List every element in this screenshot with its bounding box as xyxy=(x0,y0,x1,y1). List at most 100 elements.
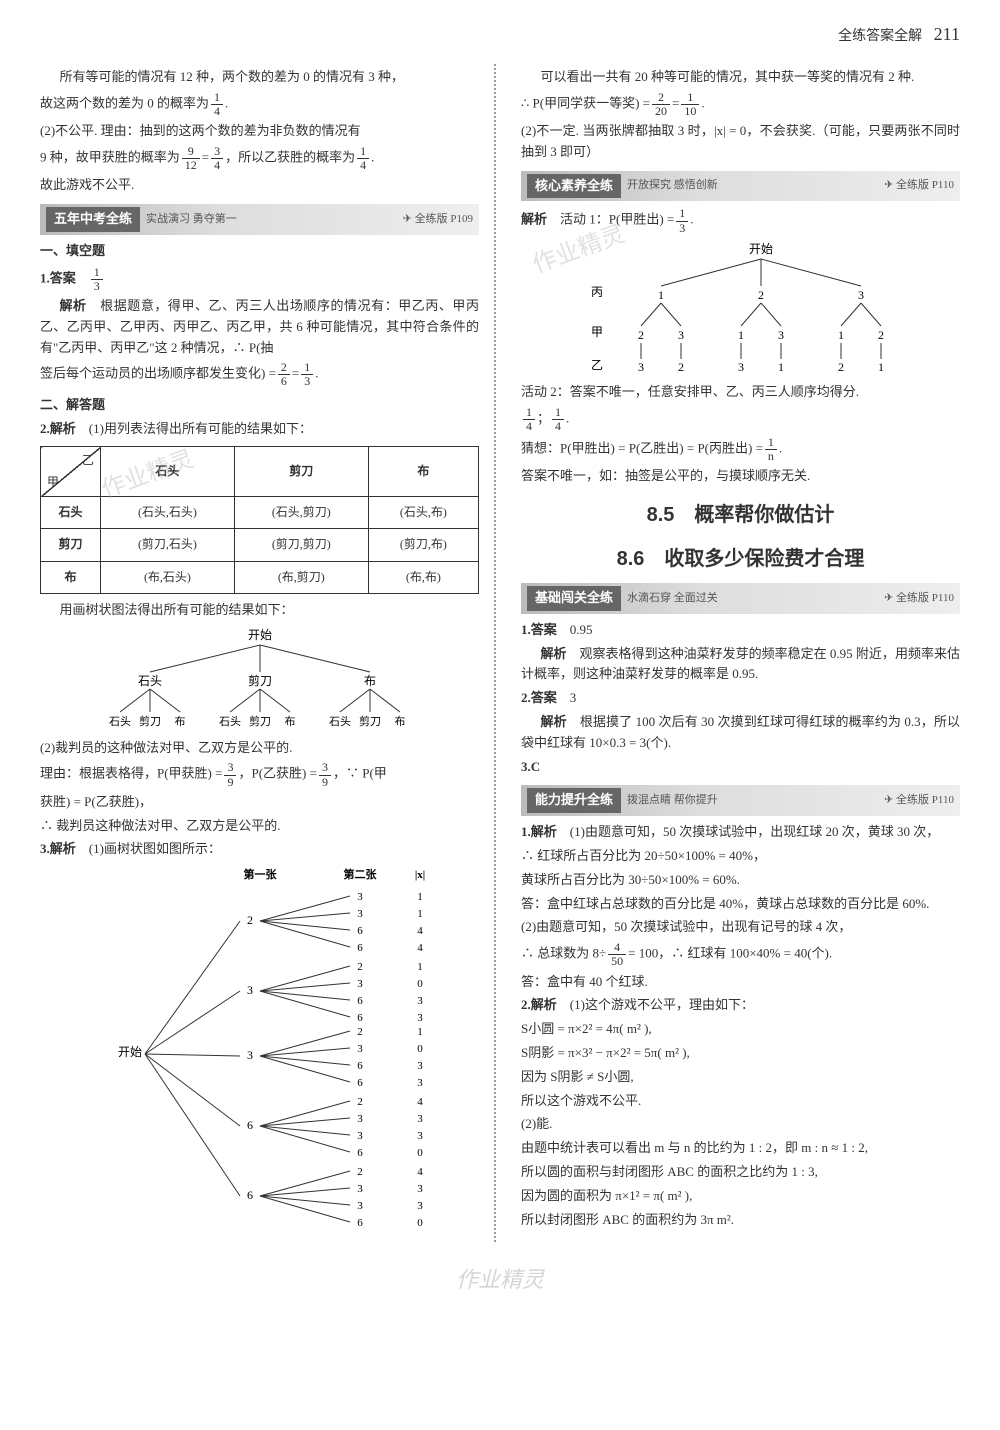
svg-text:开始: 开始 xyxy=(117,1045,141,1059)
c2-4: 所以这个游戏不公平. xyxy=(521,1091,960,1112)
svg-text:6: 6 xyxy=(357,1012,363,1024)
svg-text:1: 1 xyxy=(838,328,844,342)
bar-title: 核心素养全练 xyxy=(527,174,621,199)
table-row: 石头 (石头,石头) (石头,剪刀) (石头,布) xyxy=(41,497,479,529)
cell: (剪刀,石头) xyxy=(101,529,235,561)
svg-text:第二张: 第二张 xyxy=(343,867,377,881)
svg-text:6: 6 xyxy=(357,942,363,954)
svg-text:3: 3 xyxy=(417,1200,423,1212)
two-column-layout: 所有等可能的情况有 12 种，两个数的差为 0 的情况有 3 种， 故这两个数的… xyxy=(40,64,960,1242)
svg-text:0: 0 xyxy=(417,1217,423,1229)
svg-text:布: 布 xyxy=(363,674,375,688)
table-row: 乙 甲 石头 剪刀 布 xyxy=(41,447,479,497)
svg-text:3: 3 xyxy=(417,1077,423,1089)
right-column: 可以看出一共有 20 种等可能的情况，其中获一等奖的情况有 2 种. ∴ P(甲… xyxy=(516,64,960,1242)
act1: 解析 活动 1：P(甲胜出) =13. xyxy=(521,207,960,234)
q2-intro: 2.解析 (1)用列表法得出所有可能的结果如下： xyxy=(40,419,479,440)
tree3-svg: 开始 丙 甲 乙 123 23 13 12 xyxy=(561,241,921,376)
row-header: 布 xyxy=(41,561,101,593)
c1-1: ∴ 红球所占百分比为 20÷50×100% = 40%， xyxy=(521,846,960,867)
col-header: 剪刀 xyxy=(234,447,368,497)
section-bar-basic: 基础闯关全练 水滴石穿 全面过关 全练版 P110 xyxy=(521,583,960,614)
svg-text:3: 3 xyxy=(357,1043,363,1055)
intro-line-3: 9 种，故甲获胜的概率为912=34，所以乙获胜的概率为14. xyxy=(40,145,479,172)
act2-3: 答案不唯一，如：抽签是公平的，与摸球顺序无关. xyxy=(521,466,960,487)
table-row: 剪刀 (剪刀,石头) (剪刀,剪刀) (剪刀,布) xyxy=(41,529,479,561)
svg-text:2: 2 xyxy=(357,1026,363,1038)
c2-5: (2)能. xyxy=(521,1114,960,1135)
c2-6: 由题中统计表可以看出 m 与 n 的比约为 1 : 2，即 m : n ≈ 1 … xyxy=(521,1138,960,1159)
tree1-caption: 用画树状图法得出所有可能的结果如下： xyxy=(40,600,479,621)
svg-text:2: 2 xyxy=(357,1096,363,1108)
bar-subtitle: 水滴石穿 全面过关 xyxy=(627,590,884,608)
svg-text:石头: 石头 xyxy=(109,715,131,728)
svg-text:第一张: 第一张 xyxy=(243,867,277,881)
heading-fill: 一、填空题 xyxy=(40,241,479,262)
svg-text:6: 6 xyxy=(357,1060,363,1072)
svg-text:1: 1 xyxy=(417,961,423,973)
svg-text:剪刀: 剪刀 xyxy=(359,714,381,728)
section-bar-core: 核心素养全练 开放探究 感悟创新 全练版 P110 xyxy=(521,171,960,202)
b2-exp: 解析 根据摸了 100 次后有 30 次摸到红球可得红球的概率约为 0.3，所以… xyxy=(521,712,960,754)
tree2-svg: 第一张第二张|x| 开始 23366 xyxy=(70,866,450,1236)
table-wrap: 作业精灵 乙 甲 石头 剪刀 布 石头 (石头,石头) (石头,剪刀) (石头,… xyxy=(40,446,479,594)
cell: (石头,剪刀) xyxy=(234,497,368,529)
c1-5: ∴ 总球数为 8÷450= 100，∴ 红球有 100×40% = 40(个). xyxy=(521,941,960,968)
svg-text:0: 0 xyxy=(417,978,423,990)
cell: (布,石头) xyxy=(101,561,235,593)
c2-3: 因为 S阴影 ≠ S小圆, xyxy=(521,1067,960,1088)
cell: (剪刀,剪刀) xyxy=(234,529,368,561)
q2-p2-0: (2)裁判员的这种做法对甲、乙双方是公平的. xyxy=(40,738,479,759)
svg-text:3: 3 xyxy=(858,288,864,302)
footer-watermark: 作业精灵 xyxy=(40,1262,960,1297)
intro-line-0: 所有等可能的情况有 12 种，两个数的差为 0 的情况有 3 种， xyxy=(40,67,479,88)
svg-text:3: 3 xyxy=(357,1113,363,1125)
header-title: 全练答案全解 xyxy=(838,29,922,44)
section-bar-ability: 能力提升全练 拨混点睛 帮你提升 全练版 P110 xyxy=(521,785,960,816)
svg-text:3: 3 xyxy=(417,995,423,1007)
col-header: 布 xyxy=(368,447,478,497)
svg-text:3: 3 xyxy=(417,1130,423,1142)
bar-ref: 全练版 P109 xyxy=(403,211,473,229)
c1-3: 答：盒中红球占总球数的百分比是 40%，黄球占总球数的百分比是 60%. xyxy=(521,894,960,915)
svg-text:剪刀: 剪刀 xyxy=(249,714,271,728)
r-intro-1: ∴ P(甲同学获一等奖) =220=110. xyxy=(521,91,960,118)
svg-text:石头: 石头 xyxy=(219,715,241,728)
cell: (剪刀,布) xyxy=(368,529,478,561)
left-column: 所有等可能的情况有 12 种，两个数的差为 0 的情况有 3 种， 故这两个数的… xyxy=(40,64,496,1242)
svg-text:开始: 开始 xyxy=(748,242,772,256)
svg-text:3: 3 xyxy=(357,1200,363,1212)
svg-text:6: 6 xyxy=(247,1118,253,1132)
r-intro-2: (2)不一定. 当两张牌都抽取 3 时，|x| = 0，不会获奖.（可能，只要两… xyxy=(521,121,960,163)
svg-text:1: 1 xyxy=(658,288,664,302)
svg-text:2: 2 xyxy=(247,913,253,927)
svg-text:6: 6 xyxy=(247,1188,253,1202)
act2-2: 猜想：P(甲胜出) = P(乙胜出) = P(丙胜出) =1n. xyxy=(521,436,960,463)
section-bar-exam: 五年中考全练 实战演习 勇夺第一 全练版 P109 xyxy=(40,204,479,235)
bar-title: 能力提升全练 xyxy=(527,788,621,813)
svg-text:1: 1 xyxy=(738,328,744,342)
row-header: 剪刀 xyxy=(41,529,101,561)
svg-text:丙: 丙 xyxy=(591,285,603,299)
bar-title: 基础闯关全练 xyxy=(527,586,621,611)
svg-text:3: 3 xyxy=(638,360,644,374)
svg-text:甲: 甲 xyxy=(591,325,603,339)
intro-line-2: (2)不公平. 理由：抽到的这两个数的差为非负数的情况有 xyxy=(40,121,479,142)
table-row: 布 (布,石头) (布,剪刀) (布,布) xyxy=(41,561,479,593)
svg-text:3: 3 xyxy=(417,1183,423,1195)
svg-text:3: 3 xyxy=(247,983,253,997)
svg-text:布: 布 xyxy=(284,715,295,728)
q3-intro: 3.解析 (1)画树状图如图所示： xyxy=(40,839,479,860)
c1-4: (2)由题意可知，50 次摸球试验中，出现有记号的球 4 次， xyxy=(521,917,960,938)
svg-text:6: 6 xyxy=(357,1077,363,1089)
bar-subtitle: 拨混点睛 帮你提升 xyxy=(627,792,884,810)
c2-8: 因为圆的面积为 π×1² = π( m² ), xyxy=(521,1186,960,1207)
bar-ref: 全练版 P110 xyxy=(884,177,954,195)
tree-root: 开始 xyxy=(247,628,271,642)
intro-line-4: 故此游戏不公平. xyxy=(40,175,479,196)
cell: (布,剪刀) xyxy=(234,561,368,593)
svg-text:3: 3 xyxy=(357,908,363,920)
svg-text:1: 1 xyxy=(778,360,784,374)
c1-2: 黄球所占百分比为 30÷50×100% = 60%. xyxy=(521,870,960,891)
rps-table: 乙 甲 石头 剪刀 布 石头 (石头,石头) (石头,剪刀) (石头,布) 剪刀… xyxy=(40,446,479,594)
